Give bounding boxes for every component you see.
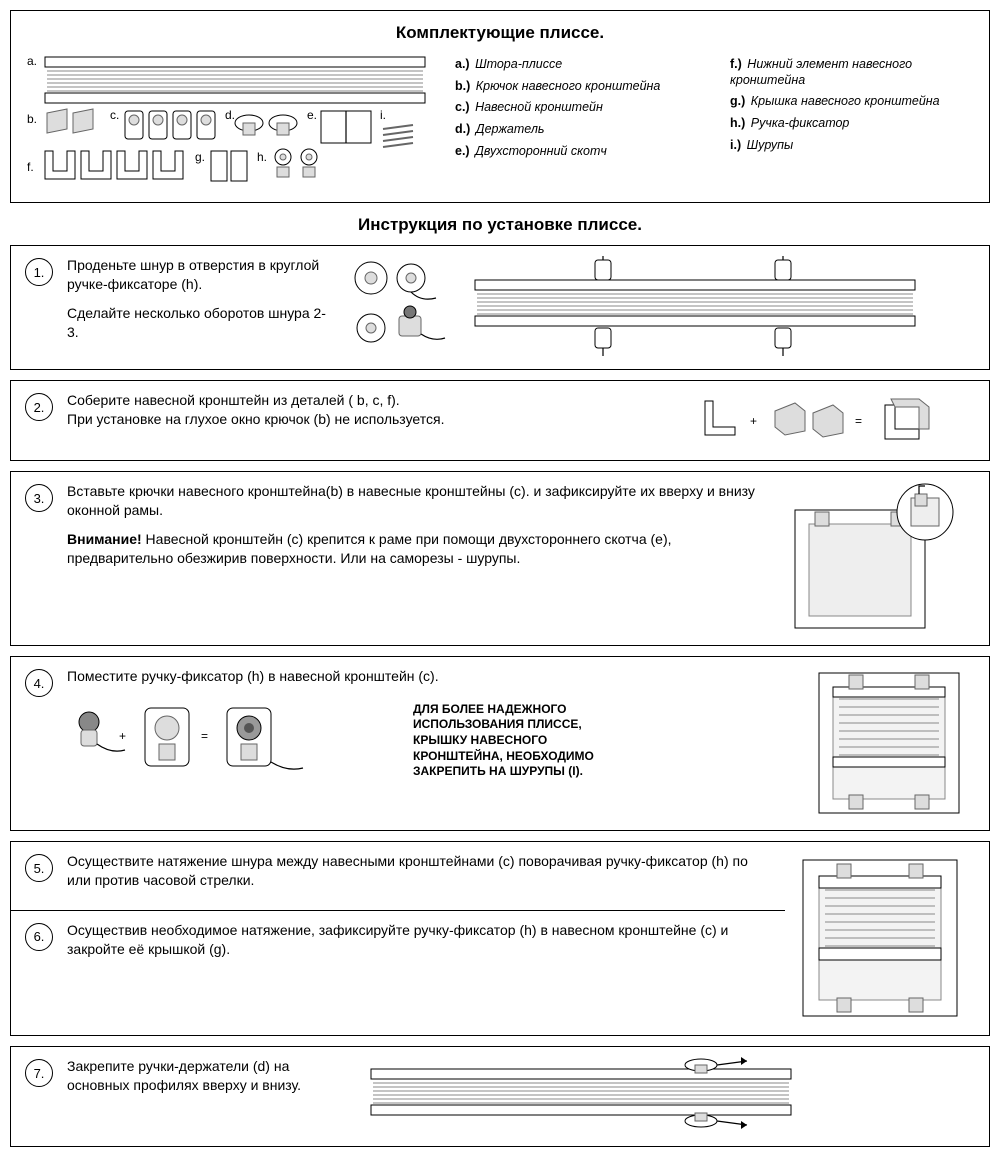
svg-text:=: =	[855, 414, 862, 428]
components-diagram: a. b. f. c.	[25, 51, 435, 194]
legend-col-1: a.) Штора-плиссе b.) Крючок навесного кр…	[455, 57, 700, 194]
step-text: Проденьте шнур в отверстия в круглой руч…	[67, 256, 327, 352]
svg-text:d.: d.	[225, 108, 235, 122]
svg-text:f.: f.	[27, 160, 34, 174]
step-4: 4. Поместите ручку-фиксатор (h) в навесн…	[10, 656, 990, 831]
step-number: 7.	[25, 1059, 53, 1087]
step-7: 7. Закрепите ручки-держатели (d) на осно…	[10, 1046, 990, 1147]
step-illustration: + =	[695, 391, 975, 450]
step-text: Вставьте крючки навесного кронштейна(b) …	[67, 482, 761, 578]
step-text: Закрепите ручки-держатели (d) на основны…	[67, 1057, 347, 1105]
step-text: Поместите ручку-фиксатор (h) в навесной …	[67, 667, 791, 780]
svg-text:=: =	[201, 729, 208, 743]
step-text: Осуществите натяжение шнура между навесн…	[67, 852, 771, 900]
step-number: 1.	[25, 258, 53, 286]
step-number: 4.	[25, 669, 53, 697]
step-number: 2.	[25, 393, 53, 421]
svg-text:g.: g.	[195, 150, 205, 164]
step-2: 2. Соберите навесной кронштейн из детале…	[10, 380, 990, 461]
step-illustration	[805, 667, 975, 820]
components-section: Комплектующие плиссе. a. b. f.	[10, 10, 990, 203]
step-illustration	[341, 256, 451, 359]
step-illustration	[361, 1057, 975, 1136]
svg-text:+: +	[750, 414, 757, 428]
step-illustration	[785, 852, 975, 1025]
step4-note: ДЛЯ БОЛЕЕ НАДЕЖНОГО ИСПОЛЬЗОВАНИЯ ПЛИССЕ…	[413, 702, 633, 780]
step-illustration-main	[465, 256, 925, 359]
step-text: Соберите навесной кронштейн из деталей (…	[67, 391, 681, 439]
svg-text:i.: i.	[380, 108, 386, 122]
step-5-6: 5. Осуществите натяжение шнура между нав…	[10, 841, 990, 1036]
step-3: 3. Вставьте крючки навесного кронштейна(…	[10, 471, 990, 646]
svg-text:h.: h.	[257, 150, 267, 164]
instructions-title: Инструкция по установке плиссе.	[10, 215, 990, 235]
step-number: 5.	[25, 854, 53, 882]
components-legend: a.) Штора-плиссе b.) Крючок навесного кр…	[455, 51, 975, 194]
components-title: Комплектующие плиссе.	[25, 23, 975, 43]
step-number: 6.	[25, 923, 53, 951]
step-1: 1. Проденьте шнур в отверстия в круглой …	[10, 245, 990, 370]
legend-col-2: f.) Нижний элемент навесного кронштейна …	[730, 57, 975, 194]
svg-text:+: +	[119, 729, 126, 743]
step-text: Осуществив необходимое натяжение, зафикс…	[67, 921, 771, 969]
step-illustration	[775, 482, 975, 635]
svg-text:e.: e.	[307, 108, 317, 122]
svg-text:c.: c.	[110, 108, 119, 122]
svg-text:a.: a.	[27, 54, 37, 68]
svg-text:b.: b.	[27, 112, 37, 126]
step-number: 3.	[25, 484, 53, 512]
